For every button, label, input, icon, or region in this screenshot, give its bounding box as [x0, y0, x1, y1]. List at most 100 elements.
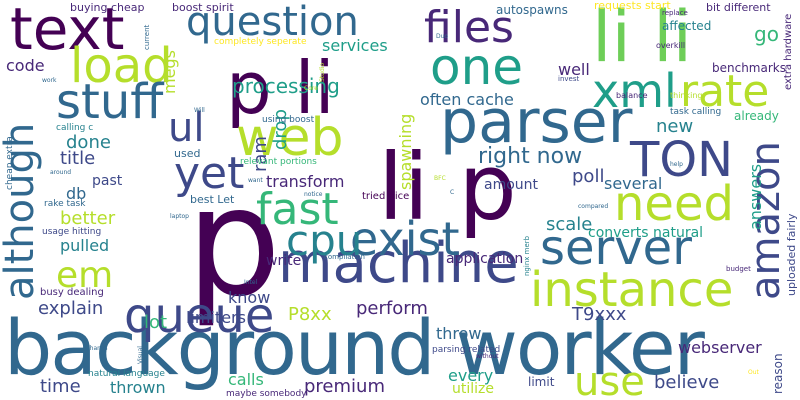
word: know — [228, 288, 271, 307]
word: right now — [478, 144, 583, 169]
word: past — [92, 173, 123, 189]
word: question — [186, 0, 359, 45]
word: use — [574, 359, 645, 400]
word: without — [476, 353, 499, 360]
word: amount — [484, 177, 539, 193]
word: want — [248, 177, 263, 184]
word: time — [40, 376, 81, 397]
word: utilize — [452, 381, 494, 397]
word: current — [143, 24, 151, 50]
word: autospawns — [496, 3, 568, 17]
word: well — [558, 60, 590, 79]
word: thrown — [110, 378, 166, 397]
word: spawning — [396, 113, 415, 190]
word: converts natural — [588, 225, 704, 241]
word: throw — [436, 324, 482, 343]
word: often cache — [420, 90, 514, 109]
word: text — [10, 0, 125, 63]
word: scale — [546, 214, 593, 235]
word: thinking — [670, 91, 703, 100]
word: code — [6, 56, 45, 75]
word: cpu — [286, 216, 363, 265]
word: buying cheap — [70, 1, 145, 14]
word: budget — [726, 265, 751, 273]
word: nginx merb — [523, 235, 531, 276]
word: webserver — [678, 338, 762, 357]
word: em — [56, 255, 114, 296]
word: transform — [266, 172, 345, 191]
word: Intel — [244, 279, 258, 286]
word: ul — [168, 105, 205, 151]
word: tried nice — [362, 191, 410, 202]
word: db — [66, 184, 87, 203]
word: believe — [654, 372, 720, 393]
word: requests start — [594, 0, 671, 12]
word: BFC — [434, 175, 446, 182]
word: explain — [38, 298, 104, 319]
word: Visual — [137, 346, 144, 364]
word: calls — [228, 370, 264, 389]
word: perform — [356, 298, 428, 319]
word: instance — [530, 262, 734, 318]
word: better — [60, 208, 116, 229]
word: load — [70, 38, 173, 94]
word: processing — [232, 74, 340, 98]
word: web — [236, 108, 344, 168]
word: megs — [160, 50, 179, 94]
word: Thanks — [86, 345, 108, 352]
word: calling c — [56, 123, 94, 133]
word: compared — [578, 203, 609, 210]
word: queue — [124, 288, 275, 344]
word: need — [614, 176, 734, 232]
word: background worker — [4, 303, 705, 392]
word: overkill — [656, 41, 686, 50]
word: premium — [304, 376, 385, 397]
word: completely seperate — [214, 37, 307, 47]
word: machine — [278, 231, 519, 296]
word: notice — [304, 191, 323, 198]
word: several — [604, 174, 663, 193]
word: rate — [680, 66, 770, 117]
word: best Let — [190, 193, 235, 206]
word: work — [42, 77, 57, 84]
word: affected — [662, 19, 712, 33]
word: using boost — [262, 115, 315, 125]
word: limiters — [186, 308, 246, 327]
word: TON — [630, 132, 734, 188]
word: extra hardware — [783, 13, 794, 90]
word: busy dealing — [40, 287, 104, 298]
word: relevant portions — [240, 157, 317, 167]
word: poll — [572, 166, 605, 187]
word: rake task — [44, 199, 86, 209]
word: benchmarks — [712, 61, 786, 75]
word: P8xx — [288, 304, 332, 325]
word: help — [670, 161, 683, 168]
word: bit different — [706, 1, 771, 14]
word: xml — [592, 64, 677, 118]
word: uploaded fairly — [785, 213, 798, 296]
word: balance — [616, 91, 648, 100]
word: task calling — [670, 107, 722, 117]
word: lot — [144, 312, 168, 333]
word: new — [656, 116, 694, 137]
word: C — [450, 189, 455, 196]
word: p li — [226, 46, 335, 130]
word: Core — [304, 85, 318, 92]
word: li li — [592, 0, 693, 78]
word: compilation — [324, 253, 365, 261]
word: write — [266, 253, 302, 269]
word: title — [60, 148, 96, 169]
word: laptop — [170, 213, 189, 220]
word: fast — [256, 184, 339, 235]
word: invest — [558, 75, 580, 83]
word: Studio — [319, 62, 326, 82]
word: cheap extra — [5, 136, 15, 190]
word: Out — [748, 369, 759, 376]
word: maybe somebody — [226, 389, 307, 399]
word: p — [186, 156, 282, 330]
word: exist — [350, 212, 460, 266]
word: Duo — [436, 33, 449, 40]
word: parsing related — [432, 345, 501, 355]
word: limit — [528, 375, 555, 389]
